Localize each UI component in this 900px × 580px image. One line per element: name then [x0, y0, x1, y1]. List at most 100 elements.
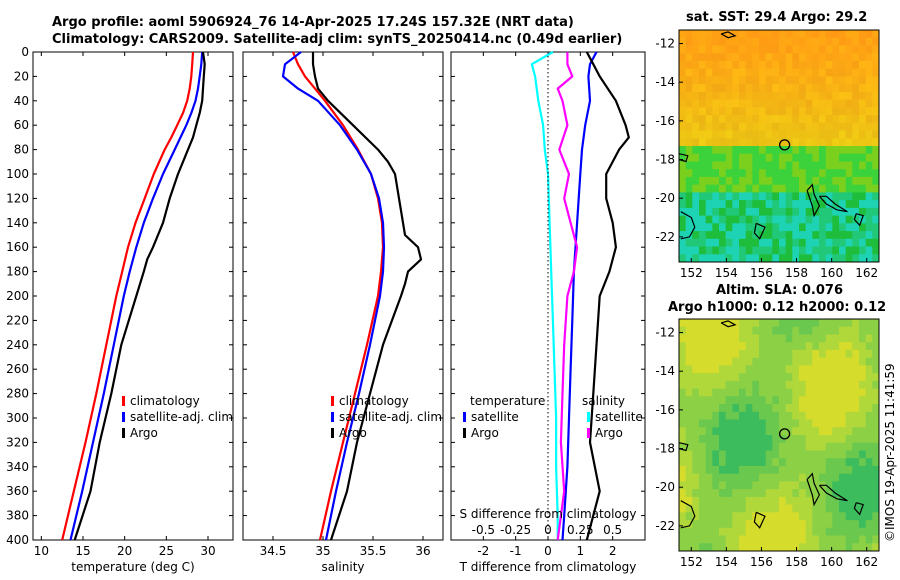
map-cell — [799, 169, 807, 178]
map-cell — [859, 512, 867, 521]
axes-frame — [32, 51, 234, 541]
map-cell — [805, 373, 813, 382]
map-cell — [872, 176, 880, 186]
map-cell — [859, 238, 867, 247]
map-cell — [752, 450, 760, 459]
map-cell — [705, 146, 713, 155]
map-cell — [679, 435, 687, 444]
map-cell — [759, 37, 767, 46]
map-cell — [779, 176, 787, 186]
map-cell — [785, 231, 793, 240]
map-cell — [719, 388, 727, 397]
map-cell — [699, 520, 707, 529]
map-cell — [792, 450, 800, 459]
map-cell — [725, 489, 733, 498]
map-cell — [712, 404, 720, 413]
map-cell — [752, 342, 760, 351]
map-cell — [779, 373, 787, 382]
map-cell — [759, 176, 767, 186]
map-cell — [845, 465, 853, 475]
map-cell — [765, 388, 773, 397]
map-cell — [705, 543, 713, 552]
map-cell — [779, 130, 787, 139]
map-cell — [805, 153, 813, 162]
map-cell — [839, 215, 847, 224]
map-cell — [812, 130, 820, 139]
map-cell — [872, 496, 880, 506]
float-position-marker — [778, 139, 791, 151]
map-cell — [765, 115, 773, 124]
map-cell — [805, 342, 813, 351]
map-cell — [805, 380, 813, 390]
map-cell — [745, 465, 753, 475]
map-cell — [732, 481, 740, 490]
map-cell — [759, 215, 767, 224]
map-cell — [685, 357, 693, 366]
map-cell — [845, 53, 853, 62]
map-cell — [705, 373, 713, 382]
map-cell — [732, 373, 740, 382]
map-cell — [872, 231, 880, 240]
map-cell — [725, 365, 733, 374]
map-cell — [719, 246, 727, 255]
map-cell — [779, 520, 787, 529]
map-cell — [825, 334, 833, 343]
map-cell — [785, 365, 793, 374]
map-cell — [739, 130, 747, 139]
map-cell — [799, 357, 807, 366]
map-cell — [745, 215, 753, 224]
map-cell — [852, 231, 860, 240]
map-cell — [725, 496, 733, 506]
map-cell — [779, 37, 787, 46]
map-cell — [692, 138, 700, 147]
map-cell — [852, 161, 860, 170]
map-cell — [732, 543, 740, 552]
map-cell — [845, 489, 853, 498]
map-cell — [692, 489, 700, 498]
figure-title-line1: Argo profile: aoml 5906924_76 14-Apr-202… — [52, 15, 574, 30]
map-cell — [779, 60, 787, 70]
map-cell — [825, 200, 833, 209]
map-cell — [825, 473, 833, 482]
map-cell — [872, 473, 880, 482]
map-cell — [779, 91, 787, 101]
map-cell — [712, 388, 720, 397]
map-cell — [859, 130, 867, 139]
map-cell — [699, 184, 707, 193]
map-cell — [865, 427, 873, 436]
map-cell — [785, 489, 793, 498]
x-tick-label: 152 — [680, 266, 703, 280]
map-cell — [772, 99, 780, 108]
map-cell — [872, 427, 880, 436]
map-cell — [725, 411, 733, 420]
map-cell — [799, 520, 807, 529]
map-cell — [679, 122, 687, 131]
map-cell — [852, 319, 860, 328]
map-cell — [785, 60, 793, 70]
map-cell — [832, 76, 840, 85]
map-cell — [705, 200, 713, 209]
map-cell — [805, 176, 813, 186]
map-cell — [839, 373, 847, 382]
map-cell — [779, 543, 787, 552]
map-cell — [832, 176, 840, 186]
map-cell — [725, 30, 733, 39]
map-cell — [705, 215, 713, 224]
y-tick-label: -14 — [655, 364, 675, 378]
map-cell — [685, 481, 693, 490]
map-cell — [799, 184, 807, 193]
map-cell — [745, 30, 753, 39]
coastline — [720, 31, 737, 39]
map-cell — [712, 192, 720, 201]
map-cell — [805, 30, 813, 39]
map-cell — [725, 99, 733, 108]
map-cell — [772, 435, 780, 444]
map-cell — [845, 326, 853, 335]
map-cell — [739, 365, 747, 374]
map-cell — [739, 53, 747, 62]
map-cell — [765, 176, 773, 186]
map-cell — [732, 122, 740, 131]
map-cell — [839, 334, 847, 343]
map-cell — [739, 37, 747, 46]
map-cell — [805, 37, 813, 46]
